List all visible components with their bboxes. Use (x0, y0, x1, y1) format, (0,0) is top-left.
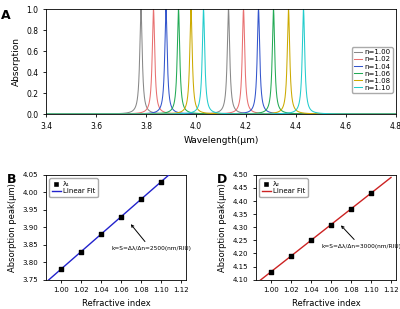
n=1.00 (138, 7, 143, 11)
X-axis label: Refractive index: Refractive index (292, 299, 360, 308)
n=1.04 (394, 112, 398, 116)
Y-axis label: Absorption: Absorption (12, 37, 21, 86)
Legend: λ₁, Linear Fit: λ₁, Linear Fit (50, 178, 98, 197)
n=1.06 (303, 112, 308, 116)
n=1.00 (251, 112, 256, 116)
n=1.00 (170, 112, 175, 116)
n=1.04 (251, 104, 256, 108)
n=1.04 (303, 112, 308, 116)
n=1.06 (322, 112, 326, 116)
Legend: n=1.00, n=1.02, n=1.04, n=1.06, n=1.08, n=1.10: n=1.00, n=1.02, n=1.04, n=1.06, n=1.08, … (352, 47, 392, 93)
n=1.10 (303, 75, 308, 78)
n=1.02 (266, 112, 271, 116)
n=1.00 (394, 112, 398, 116)
Point (348, 206, 354, 211)
Point (138, 197, 144, 202)
n=1.08 (189, 7, 194, 11)
n=1.10 (266, 112, 271, 116)
Line: n=1.02: n=1.02 (46, 9, 396, 114)
Line: n=1.10: n=1.10 (46, 9, 396, 114)
n=1.10 (251, 112, 256, 116)
n=1.10 (170, 112, 175, 116)
n=1.06 (176, 7, 181, 11)
Point (368, 191, 374, 196)
n=1.08 (394, 112, 398, 116)
n=1.02 (394, 112, 398, 116)
Point (268, 269, 274, 274)
Text: B: B (7, 173, 16, 186)
Line: n=1.04: n=1.04 (46, 9, 396, 114)
Text: k=S=Δλ/Δn=3000(nm/RIU): k=S=Δλ/Δn=3000(nm/RIU) (321, 226, 400, 249)
Point (118, 214, 124, 219)
n=1.04 (164, 7, 168, 11)
n=1.10 (61, 112, 66, 116)
n=1.06 (266, 104, 271, 108)
n=1.04 (322, 112, 326, 116)
n=1.00 (44, 112, 48, 116)
n=1.06 (251, 112, 256, 115)
n=1.10 (201, 7, 206, 11)
n=1.06 (394, 112, 398, 116)
n=1.04 (44, 112, 48, 116)
Point (158, 179, 164, 184)
n=1.08 (322, 112, 326, 116)
n=1.04 (170, 107, 175, 111)
n=1.08 (266, 112, 271, 115)
n=1.04 (61, 112, 66, 116)
n=1.08 (170, 112, 175, 115)
Point (288, 254, 294, 259)
n=1.02 (322, 112, 326, 116)
Point (328, 222, 334, 227)
n=1.02 (61, 112, 66, 116)
X-axis label: Wavelength(μm): Wavelength(μm) (183, 136, 259, 145)
n=1.10 (44, 112, 48, 116)
Line: n=1.00: n=1.00 (46, 9, 396, 114)
n=1.06 (170, 106, 175, 109)
n=1.10 (322, 112, 326, 115)
Y-axis label: Absorption peak(μm): Absorption peak(μm) (218, 183, 227, 272)
Point (78, 249, 84, 254)
Legend: λ₂, Linear Fit: λ₂, Linear Fit (260, 178, 308, 197)
n=1.08 (251, 112, 256, 116)
X-axis label: Refractive index: Refractive index (82, 299, 150, 308)
n=1.02 (151, 7, 156, 11)
Line: n=1.08: n=1.08 (46, 9, 396, 114)
n=1.00 (303, 112, 308, 116)
Point (308, 238, 314, 243)
n=1.10 (394, 112, 398, 116)
n=1.00 (266, 112, 271, 116)
Y-axis label: Absorption peak(μm): Absorption peak(μm) (8, 183, 17, 272)
n=1.00 (61, 112, 66, 116)
Text: D: D (217, 173, 227, 186)
n=1.02 (251, 110, 256, 113)
n=1.08 (44, 112, 48, 116)
n=1.02 (170, 112, 175, 115)
n=1.04 (266, 110, 271, 113)
n=1.08 (61, 112, 66, 116)
n=1.02 (44, 112, 48, 116)
n=1.00 (322, 112, 326, 116)
Text: A: A (0, 9, 10, 22)
n=1.06 (61, 112, 66, 116)
n=1.08 (303, 111, 308, 115)
Text: k=S=Δλ/Δn=2500(nm/RIU): k=S=Δλ/Δn=2500(nm/RIU) (111, 225, 191, 252)
n=1.02 (303, 112, 308, 116)
Line: n=1.06: n=1.06 (46, 9, 396, 114)
n=1.06 (44, 112, 48, 116)
Point (98, 232, 104, 237)
Point (58, 267, 64, 272)
